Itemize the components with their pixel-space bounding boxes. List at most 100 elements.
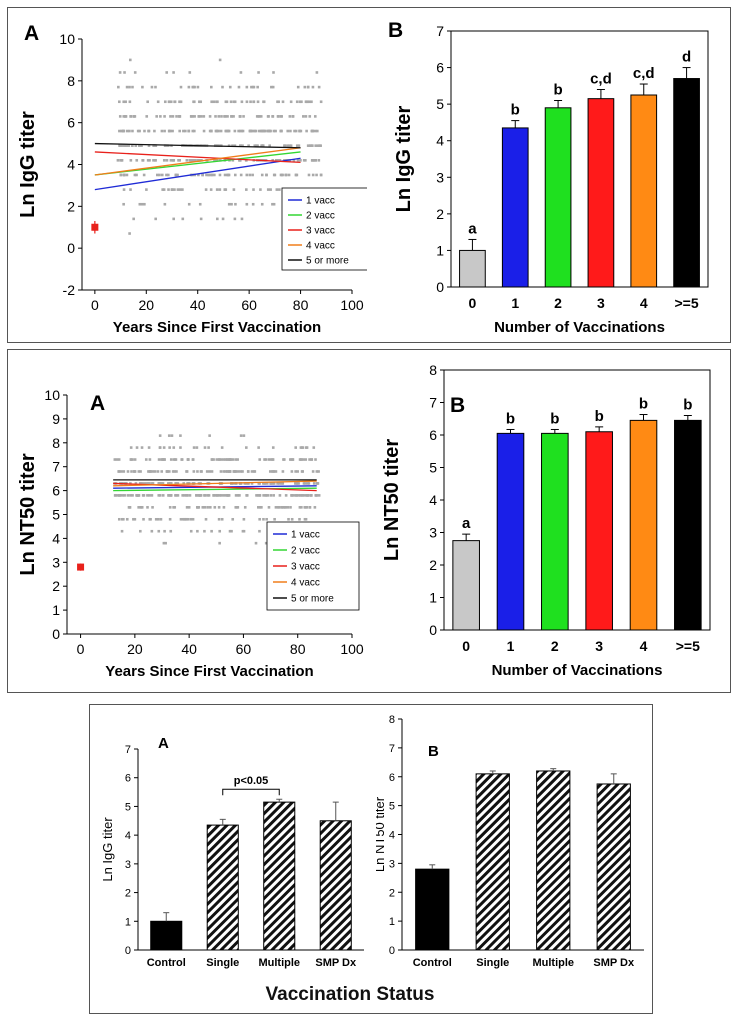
scatter-point <box>295 144 299 147</box>
scatter-point <box>133 470 137 473</box>
scatter-point <box>234 458 237 461</box>
scatter-point <box>131 85 134 89</box>
scatter-point <box>256 494 260 497</box>
scatter-point <box>122 517 125 521</box>
y-tick-label: 1 <box>436 242 444 258</box>
bar <box>452 540 480 631</box>
x-tick-label: 20 <box>127 641 143 657</box>
legend-entry: 4 vacc <box>291 578 320 589</box>
scatter-point <box>131 458 134 461</box>
scatter-point <box>265 517 268 521</box>
scatter-point <box>247 144 250 147</box>
scatter-point <box>271 482 275 485</box>
x-tick-label: 2 <box>551 638 559 654</box>
scatter-point <box>168 470 171 473</box>
scatter-point <box>258 494 261 497</box>
legend-entry: 2 vacc <box>306 211 335 222</box>
scatter-point <box>267 506 271 509</box>
scatter-point <box>157 529 161 533</box>
y-tick-label: 6 <box>125 773 131 785</box>
x-tick-label: 80 <box>293 297 309 313</box>
scatter-point <box>160 470 164 473</box>
scatter-point <box>305 129 308 133</box>
legend-entry: 1 vacc <box>306 196 335 207</box>
y-tick-label: 0 <box>125 945 131 957</box>
scatter-point <box>186 494 189 497</box>
x-tick-label: 1 <box>507 638 515 654</box>
scatter-point <box>277 482 281 485</box>
y-tick-label: 4 <box>389 830 395 842</box>
scatter-point <box>221 85 224 89</box>
scatter-point <box>165 173 168 177</box>
scatter-point <box>219 470 223 473</box>
y-tick-label: 8 <box>389 714 395 726</box>
scatter-point <box>140 144 143 147</box>
scatter-point <box>166 470 169 473</box>
x-tick-label: 4 <box>640 638 648 654</box>
scatter-point <box>272 470 275 473</box>
scatter-point <box>129 188 132 191</box>
x-tick-label: 3 <box>597 295 605 311</box>
scatter-point <box>213 173 216 177</box>
scatter-point <box>245 85 249 89</box>
scatter-point <box>268 144 271 147</box>
scatter-point <box>219 129 223 133</box>
scatter-point <box>191 517 195 521</box>
scatter-point <box>216 100 219 104</box>
scatter-point <box>241 470 244 473</box>
y-tick-label: 8 <box>67 73 75 89</box>
bar <box>587 98 615 288</box>
scatter-point <box>221 217 225 221</box>
scatter-point <box>302 482 306 485</box>
nt50-bar-chart: 0 1 2 3 4 5 6 7 8 a 0 b 1 b 2 b 3 b 4 b >=5 B Ln NT50 titer Num… <box>381 362 711 679</box>
scatter-point <box>183 494 186 497</box>
scatter-point <box>229 458 233 461</box>
scatter-point <box>274 470 278 473</box>
y-tick-label: 6 <box>436 60 444 76</box>
scatter-point <box>122 144 126 147</box>
bar <box>673 78 700 288</box>
scatter-point <box>308 506 312 509</box>
bar <box>150 920 183 951</box>
scatter-point <box>119 470 123 473</box>
scatter-point <box>150 494 154 497</box>
scatter-point <box>120 159 124 162</box>
scatter-point <box>158 173 161 177</box>
significance-letter: c,d <box>590 71 612 88</box>
scatter-point <box>269 458 273 461</box>
scatter-point <box>210 529 213 533</box>
scatter-point <box>218 541 221 545</box>
scatter-point <box>283 506 287 509</box>
scatter-point <box>167 434 171 437</box>
scatter-point <box>133 173 137 177</box>
scatter-point <box>280 129 283 133</box>
y-tick-label: 4 <box>125 830 131 842</box>
scatter-point <box>287 173 291 177</box>
scatter-point <box>135 159 139 162</box>
scatter-point <box>134 144 138 147</box>
scatter-point <box>133 71 137 74</box>
scatter-point <box>303 506 307 509</box>
scatter-point <box>154 85 157 89</box>
scatter-point <box>175 494 178 497</box>
scatter-point <box>295 100 299 104</box>
scatter-point <box>218 188 222 191</box>
scatter-point <box>290 470 294 473</box>
scatter-point <box>163 529 166 533</box>
scatter-point <box>150 529 154 533</box>
scatter-point <box>250 85 253 89</box>
scatter-point <box>245 202 249 206</box>
y-axis-label: Ln NT50 titer <box>376 796 387 872</box>
scatter-point <box>251 129 255 133</box>
scatter-point <box>191 85 195 89</box>
scatter-point <box>192 470 196 473</box>
scatter-point <box>199 115 203 118</box>
scatter-point <box>317 85 321 89</box>
scatter-point <box>120 144 123 147</box>
scatter-point <box>118 71 122 74</box>
scatter-point <box>123 494 126 497</box>
y-tick-label: 1 <box>429 590 437 606</box>
plot-frame <box>450 30 709 288</box>
scatter-point <box>309 494 313 497</box>
scatter-point <box>160 173 164 177</box>
